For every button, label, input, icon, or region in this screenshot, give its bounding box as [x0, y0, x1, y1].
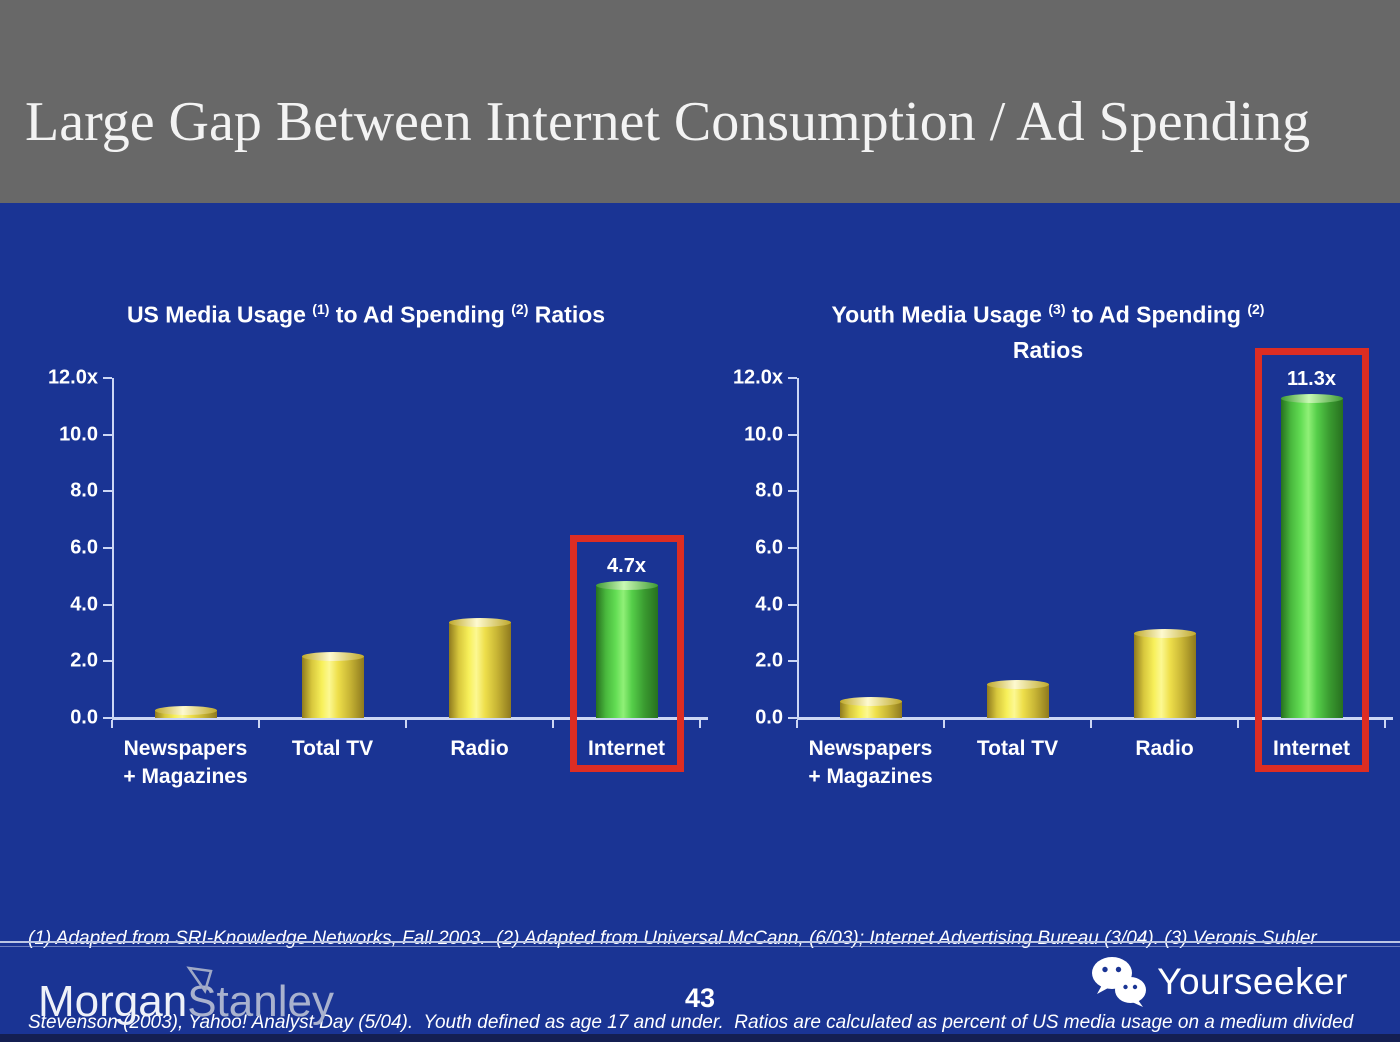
bar-internet — [595, 580, 658, 718]
y-axis — [797, 378, 799, 720]
y-tick — [103, 433, 112, 436]
category-label-line: Internet — [587, 737, 666, 760]
y-tick — [103, 717, 112, 719]
y-tick — [788, 660, 797, 663]
chart-title-line: US Media Usage (1) to Ad Spending (2) Ra… — [126, 301, 606, 328]
y-tick-label: 12.0x — [732, 366, 783, 389]
x-tick — [796, 720, 798, 728]
y-tick-label: 10.0 — [744, 423, 783, 446]
chart-title-line: Ratios — [1012, 336, 1084, 363]
y-tick-label: 6.0 — [70, 536, 98, 559]
y-tick-label: 2.0 — [70, 649, 98, 672]
yourseeker-logo-text: Yourseeker — [1157, 961, 1348, 1002]
category-label-newspapers-magazines: Newspapers + Magazines — [123, 735, 247, 791]
y-tick — [788, 547, 797, 549]
bar-radio — [1133, 629, 1196, 718]
x-tick — [1237, 720, 1239, 728]
y-tick — [103, 603, 112, 606]
x-axis — [112, 717, 708, 720]
x-tick — [405, 720, 407, 728]
y-tick — [103, 490, 112, 493]
category-label-total-tv: Total TV — [292, 735, 373, 763]
slide-title: Large Gap Between Internet Consumption /… — [25, 91, 1311, 153]
category-label-radio: Radio — [1135, 735, 1193, 763]
y-tick — [788, 377, 797, 379]
y-axis — [112, 378, 114, 720]
footer-divider — [0, 941, 1400, 943]
y-tick-label: 4.0 — [70, 593, 98, 616]
morgan-stanley-logo-stanley: Stanley — [187, 977, 334, 1026]
x-tick — [552, 720, 554, 728]
category-label-internet: Internet — [588, 735, 665, 763]
footnote: (1) Adapted from SRI-Knowledge Networks,… — [28, 869, 1353, 1042]
y-tick-label: 12.0x — [47, 366, 98, 389]
y-tick — [788, 717, 797, 719]
y-tick-label: 8.0 — [755, 479, 783, 502]
category-label-line: Newspapers — [123, 737, 248, 760]
category-label-line: + Magazines — [808, 765, 933, 788]
y-tick-label: 6.0 — [755, 536, 783, 559]
morgan-stanley-triangle-icon — [186, 966, 213, 994]
y-tick-label: 4.0 — [755, 593, 783, 616]
category-label-line: Internet — [1272, 737, 1351, 760]
category-label-line: Newspapers — [808, 737, 933, 760]
bar-internet — [1280, 393, 1343, 718]
category-label-internet: Internet — [1273, 735, 1350, 763]
footnote-line: Stevenson (2003), Yahoo! Analyst Day (5/… — [28, 1012, 1354, 1033]
wechat-icon — [1092, 957, 1147, 1007]
footnote-line: (1) Adapted from SRI-Knowledge Networks,… — [28, 928, 1317, 949]
bar-radio — [448, 617, 511, 718]
y-tick-label: 2.0 — [755, 649, 783, 672]
y-tick-label: 0.0 — [755, 706, 783, 729]
chart-title-line: Youth Media Usage (3) to Ad Spending (2) — [831, 301, 1265, 328]
morgan-stanley-logo-morgan: Morgan — [38, 977, 188, 1026]
bar-newspapers-magazines — [839, 697, 902, 718]
y-tick — [788, 603, 797, 606]
y-tick — [788, 490, 797, 493]
y-tick-label: 8.0 — [70, 479, 98, 502]
category-label-newspapers-magazines: Newspapers + Magazines — [808, 735, 932, 791]
category-label-total-tv: Total TV — [977, 735, 1058, 763]
highlight-box-internet — [1254, 347, 1369, 772]
y-tick-label: 0.0 — [70, 706, 98, 729]
category-label-radio: Radio — [450, 735, 508, 763]
y-tick-label: 10.0 — [59, 423, 98, 446]
x-tick — [111, 720, 113, 728]
bar-total-tv — [986, 680, 1049, 718]
y-tick — [103, 660, 112, 663]
category-label-line: Total TV — [291, 737, 374, 760]
y-tick — [788, 433, 797, 436]
bar-value-label: 11.3x — [1287, 367, 1336, 390]
x-tick — [943, 720, 945, 728]
header-band: Large Gap Between Internet Consumption /… — [0, 0, 1400, 203]
footer-divider-shadow — [0, 946, 1400, 947]
morgan-stanley-logo: MorganStanley — [38, 966, 334, 1026]
bar-total-tv — [301, 651, 364, 718]
y-tick — [103, 547, 112, 549]
us-media-usage-chart-title: US Media Usage (1) to Ad Spending (2) Ra… — [127, 292, 605, 333]
x-tick — [1384, 720, 1386, 728]
bottom-strip — [0, 1034, 1400, 1042]
category-label-line: Total TV — [976, 737, 1059, 760]
bar-newspapers-magazines — [154, 705, 217, 718]
yourseeker-logo: Yourseeker — [1091, 956, 1348, 1008]
x-tick — [699, 720, 701, 728]
highlight-box-internet — [569, 534, 684, 772]
bar-value-label: 4.7x — [607, 554, 646, 577]
page-number: 43 — [684, 983, 716, 1013]
youth-media-usage-chart-title: Youth Media Usage (3) to Ad Spending (2)… — [832, 292, 1265, 368]
category-label-line: + Magazines — [123, 765, 248, 788]
x-tick — [258, 720, 260, 728]
y-tick — [103, 377, 112, 379]
x-tick — [1090, 720, 1092, 728]
category-label-line: Radio — [1135, 737, 1194, 760]
x-axis — [797, 717, 1393, 720]
category-label-line: Radio — [450, 737, 509, 760]
